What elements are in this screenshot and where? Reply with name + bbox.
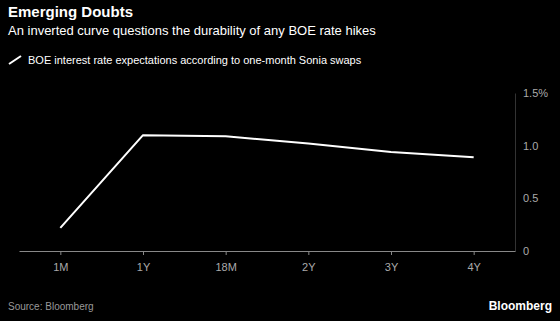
- background: [0, 0, 560, 321]
- plot-area: [60, 135, 473, 228]
- x-axis: 1M 1Y 18M 2Y 3Y 4Y: [20, 251, 516, 273]
- x-tick-label: 1M: [53, 261, 68, 273]
- line: [60, 135, 473, 228]
- legend: BOE interest rate expectations according…: [9, 54, 362, 66]
- x-tick-label: 2Y: [302, 261, 316, 273]
- x-tick: 2Y: [302, 251, 316, 273]
- y-tick: 1.0: [515, 140, 538, 152]
- x-tick-mark: [226, 251, 227, 255]
- x-tick: 4Y: [467, 251, 481, 273]
- y-tick: 0: [515, 245, 529, 257]
- chart-container: Emerging Doubts An inverted curve questio…: [0, 0, 560, 321]
- legend-label: BOE interest rate expectations according…: [28, 54, 362, 66]
- x-tick-label: 3Y: [385, 261, 399, 273]
- x-axis-line: [20, 251, 516, 252]
- y-tick: 1.5%: [515, 87, 548, 99]
- y-tick-label: 0.5: [523, 192, 538, 204]
- legend-swatch: [9, 56, 21, 64]
- y-tick-label: 1.0: [523, 140, 538, 152]
- x-tick: 18M: [215, 251, 236, 273]
- x-tick-mark: [60, 251, 61, 255]
- y-axis-line: [515, 94, 516, 252]
- subtitle: An inverted curve questions the durabili…: [8, 23, 376, 38]
- y-axis: 0 0.5 1.0 1.5%: [515, 87, 548, 257]
- y-tick: 0.5: [515, 192, 538, 204]
- x-tick: 1M: [53, 251, 68, 273]
- chart: Emerging Doubts An inverted curve questio…: [0, 0, 560, 321]
- title: Emerging Doubts: [8, 3, 133, 20]
- logo: Bloomberg: [489, 299, 552, 313]
- source: Source: Bloomberg: [8, 301, 94, 312]
- x-tick: 1Y: [137, 251, 151, 273]
- x-tick-mark: [308, 251, 309, 255]
- x-tick-mark: [143, 251, 144, 255]
- x-tick-label: 4Y: [467, 261, 481, 273]
- x-tick-mark: [391, 251, 392, 255]
- y-tick-label: 1.5%: [523, 87, 548, 99]
- y-tick-label: 0: [523, 245, 529, 257]
- x-tick-label: 1Y: [137, 261, 151, 273]
- x-tick-label: 18M: [215, 261, 236, 273]
- x-tick-mark: [474, 251, 475, 255]
- x-tick: 3Y: [385, 251, 399, 273]
